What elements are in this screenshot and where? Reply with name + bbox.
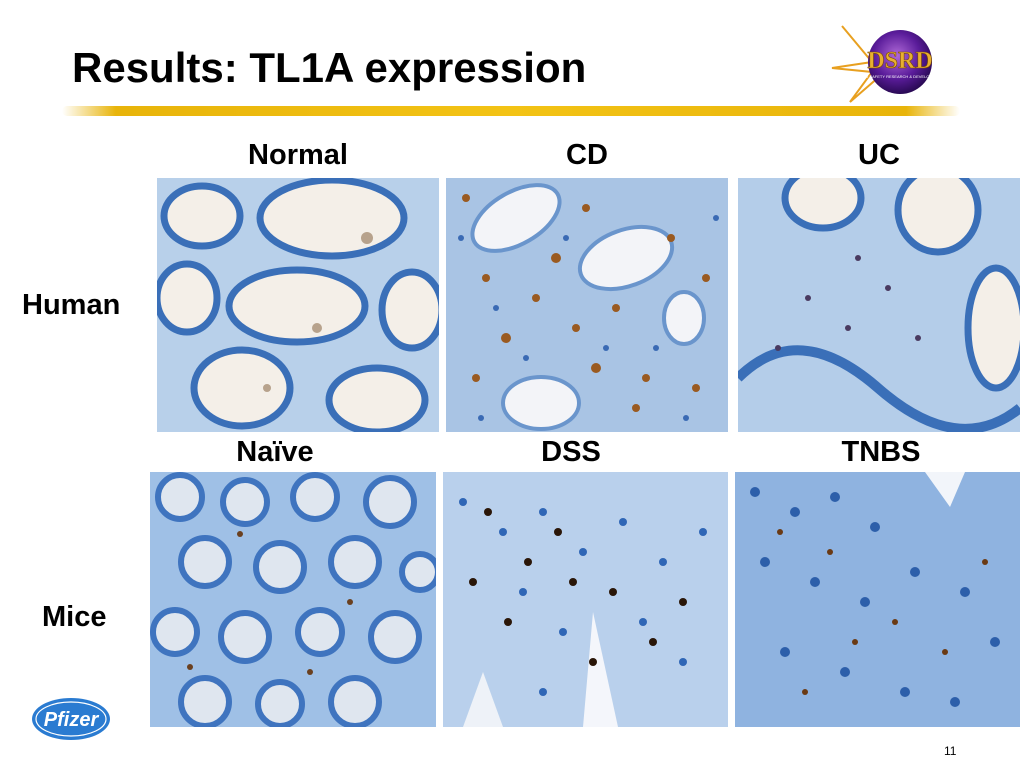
histology-image-mice-dss <box>443 472 728 727</box>
column-label-tnbs: TNBS <box>841 436 921 468</box>
histology-image-mice-naive <box>150 472 436 727</box>
slide-title: Results: TL1A expression <box>72 44 587 91</box>
histology-image-mice-tnbs <box>735 472 1020 727</box>
column-label-normal: Normal <box>248 139 348 171</box>
column-label-cd: CD <box>566 139 608 171</box>
column-label-uc: UC <box>858 139 900 171</box>
row-label-human: Human <box>22 289 121 321</box>
pfizer-logo: Pfizer <box>32 698 110 740</box>
dsrd-logo: DSRD DRUG SAFETY RESEARCH & DEVELOPMENT <box>831 25 944 103</box>
title-underline <box>62 106 960 116</box>
histology-image-human-uc <box>738 178 1020 432</box>
pfizer-logo-text: Pfizer <box>44 709 100 731</box>
histology-image-human-cd <box>446 178 728 432</box>
page-number: 11 <box>944 744 957 758</box>
dsrd-logo-text: DSRD <box>867 48 932 74</box>
dsrd-logo-tagline: DRUG SAFETY RESEARCH & DEVELOPMENT <box>857 74 944 79</box>
row-label-mice: Mice <box>42 601 107 633</box>
column-label-dss: DSS <box>541 436 601 468</box>
column-label-naive: Naïve <box>236 436 314 468</box>
histology-image-human-normal <box>157 178 439 432</box>
